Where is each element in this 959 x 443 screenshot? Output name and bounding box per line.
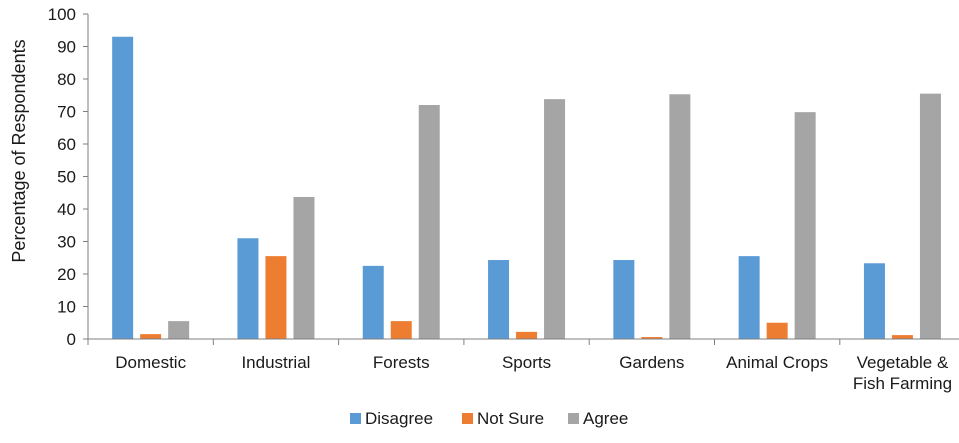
x-category-label: Animal Crops bbox=[726, 353, 828, 372]
y-tick-label: 30 bbox=[57, 233, 76, 252]
bar-disagree bbox=[112, 36, 134, 339]
bar-agree bbox=[418, 105, 440, 339]
legend-label-agree: Agree bbox=[583, 409, 628, 428]
y-tick-label: 100 bbox=[48, 5, 76, 24]
bar-not-sure bbox=[766, 322, 788, 339]
bar-disagree bbox=[738, 256, 760, 339]
x-category-label: Gardens bbox=[619, 353, 684, 372]
bar-disagree bbox=[863, 263, 885, 339]
bar-not-sure bbox=[265, 256, 287, 339]
y-tick-label: 50 bbox=[57, 168, 76, 187]
y-tick-label: 10 bbox=[57, 298, 76, 317]
bar-not-sure bbox=[641, 337, 663, 339]
category-labels: Domestic Industrial Forests Sports Gardens An… bbox=[115, 353, 952, 393]
bar-disagree bbox=[488, 260, 510, 339]
legend-label-not-sure: Not Sure bbox=[477, 409, 544, 428]
bar-not-sure bbox=[390, 321, 412, 339]
bar-agree bbox=[544, 99, 566, 340]
y-tick-label: 70 bbox=[57, 103, 76, 122]
legend: Disagree Not Sure Agree bbox=[350, 409, 628, 428]
y-tick-label: 60 bbox=[57, 135, 76, 154]
bar-disagree bbox=[237, 238, 259, 339]
x-category-label: Forests bbox=[373, 353, 430, 372]
y-tick-label: 90 bbox=[57, 38, 76, 57]
x-category-label: Domestic bbox=[115, 353, 186, 372]
y-axis-title: Percentage of Respondents bbox=[9, 39, 29, 262]
bar-disagree bbox=[362, 265, 384, 339]
y-tick-label: 0 bbox=[67, 330, 76, 349]
bar-agree bbox=[669, 94, 691, 340]
x-category-label: Industrial bbox=[241, 353, 310, 372]
x-category-label: Vegetable & Fish Farming bbox=[853, 353, 952, 393]
bar-agree bbox=[168, 321, 190, 339]
bar-not-sure bbox=[891, 335, 913, 339]
bars bbox=[112, 36, 941, 340]
bar-disagree bbox=[613, 260, 635, 339]
y-tick-labels: 0 10 20 30 40 50 60 70 80 90 100 bbox=[48, 5, 76, 349]
bar-agree bbox=[794, 112, 816, 340]
legend-swatch-agree bbox=[568, 413, 579, 424]
legend-label-disagree: Disagree bbox=[365, 409, 433, 428]
bar-not-sure bbox=[140, 334, 162, 339]
legend-swatch-disagree bbox=[350, 413, 361, 424]
bar-not-sure bbox=[516, 331, 538, 339]
bar-agree bbox=[919, 93, 941, 339]
y-tick-label: 40 bbox=[57, 200, 76, 219]
x-category-label: Sports bbox=[502, 353, 551, 372]
axes bbox=[83, 13, 959, 345]
bar-agree bbox=[293, 196, 315, 339]
y-tick-label: 80 bbox=[57, 70, 76, 89]
legend-swatch-not-sure bbox=[462, 413, 473, 424]
y-tick-label: 20 bbox=[57, 265, 76, 284]
